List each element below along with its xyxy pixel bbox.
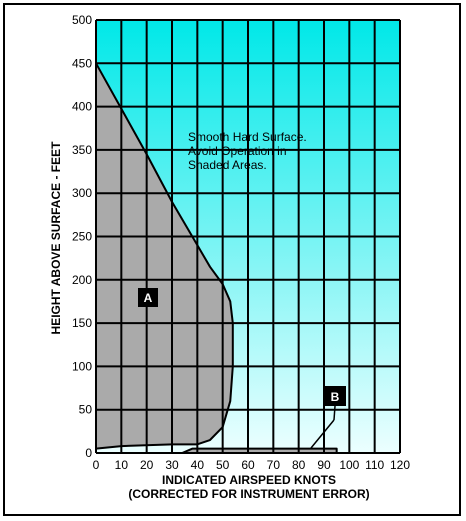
y-tick-label: 200 xyxy=(72,273,92,287)
x-tick-label: 60 xyxy=(241,458,255,472)
annotation-line-3: Shaded Areas. xyxy=(188,158,267,172)
y-tick-label: 50 xyxy=(79,403,93,417)
x-tick-label: 120 xyxy=(390,458,410,472)
x-tick-label: 40 xyxy=(191,458,205,472)
region-b-marker: B xyxy=(310,386,346,449)
x-tick-labels: 0 10 20 30 40 50 60 70 80 90 100 110 120 xyxy=(93,458,411,472)
y-tick-label: 250 xyxy=(72,230,92,244)
x-tick-label: 0 xyxy=(93,458,100,472)
x-tick-label: 90 xyxy=(317,458,331,472)
x-tick-label: 20 xyxy=(140,458,154,472)
x-tick-label: 100 xyxy=(339,458,359,472)
y-tick-labels: 0 50 100 150 200 250 300 350 400 450 500 xyxy=(72,13,92,460)
annotation-line-2: Avoid Operation in xyxy=(188,144,287,158)
y-tick-label: 150 xyxy=(72,316,92,330)
x-axis-label-line-2: (CORRECTED FOR INSTRUMENT ERROR) xyxy=(128,487,369,501)
y-tick-label: 400 xyxy=(72,100,92,114)
y-tick-label: 500 xyxy=(72,13,92,27)
region-a-marker: A xyxy=(138,288,158,307)
region-b-badge xyxy=(324,386,346,406)
x-tick-label: 110 xyxy=(365,458,384,472)
x-tick-label: 10 xyxy=(115,458,129,472)
x-tick-label: 50 xyxy=(216,458,230,472)
x-tick-label: 70 xyxy=(267,458,281,472)
region-a-badge xyxy=(138,288,158,307)
y-tick-label: 100 xyxy=(72,359,92,373)
x-tick-label: 80 xyxy=(292,458,306,472)
grid-lines xyxy=(95,19,401,454)
annotation-line-1: Smooth Hard Surface. xyxy=(188,130,307,144)
x-tick-label: 30 xyxy=(165,458,179,472)
y-tick-label: 350 xyxy=(72,143,92,157)
x-axis-label-line-1: INDICATED AIRSPEED KNOTS xyxy=(162,473,336,487)
region-a-label: A xyxy=(144,291,153,305)
y-axis-label: HEIGHT ABOVE SURFACE - FEET xyxy=(49,141,63,335)
annotation-note: Smooth Hard Surface. Avoid Operation in … xyxy=(188,130,307,172)
y-tick-label: 300 xyxy=(72,186,92,200)
region-b-label: B xyxy=(331,390,340,404)
region-b-leader-upper xyxy=(333,405,336,421)
y-tick-label: 0 xyxy=(85,446,92,460)
y-tick-label: 450 xyxy=(72,56,92,70)
region-b-leader-lower xyxy=(310,419,335,449)
